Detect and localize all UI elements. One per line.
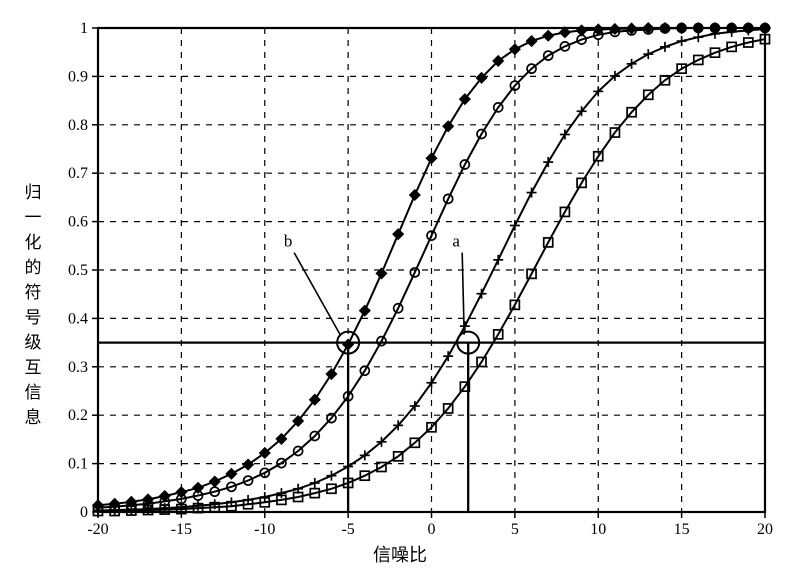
svg-text:0.1: 0.1 xyxy=(68,456,88,473)
svg-text:b: b xyxy=(284,232,293,251)
svg-text:0.4: 0.4 xyxy=(68,310,88,327)
svg-text:-15: -15 xyxy=(171,521,192,538)
svg-text:0: 0 xyxy=(428,521,436,538)
svg-text:-20: -20 xyxy=(87,521,108,538)
svg-text:5: 5 xyxy=(511,521,519,538)
svg-text:-5: -5 xyxy=(341,521,354,538)
svg-text:15: 15 xyxy=(674,521,690,538)
svg-text:0.3: 0.3 xyxy=(68,359,88,376)
svg-text:0.9: 0.9 xyxy=(68,68,88,85)
svg-text:10: 10 xyxy=(590,521,606,538)
svg-text:0: 0 xyxy=(80,504,88,521)
svg-text:1: 1 xyxy=(80,20,88,37)
svg-text:0.6: 0.6 xyxy=(68,214,88,231)
svg-text:-10: -10 xyxy=(254,521,275,538)
chart-container: 归一化的符号级互信息 -20-15-10-50510152000.10.20.3… xyxy=(0,0,800,573)
svg-text:0.7: 0.7 xyxy=(68,165,88,182)
svg-text:0.8: 0.8 xyxy=(68,117,88,134)
x-axis-label: 信噪比 xyxy=(0,541,800,567)
svg-text:20: 20 xyxy=(757,521,773,538)
chart-svg: -20 -15 -10 -5 0 5 10 15 20 0 0.1 0.2 0.3 0.4 0.5 0.6 0.… xyxy=(0,0,800,573)
svg-text:a: a xyxy=(452,232,460,251)
svg-text:0.2: 0.2 xyxy=(68,407,88,424)
svg-text:0.5: 0.5 xyxy=(68,262,88,279)
